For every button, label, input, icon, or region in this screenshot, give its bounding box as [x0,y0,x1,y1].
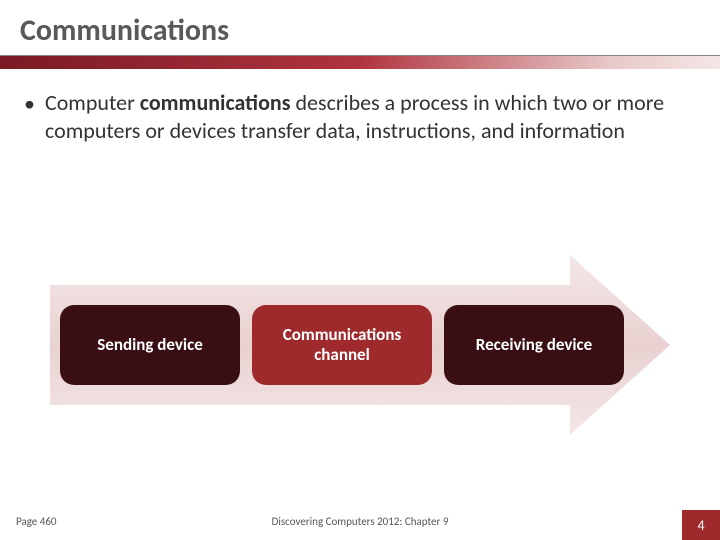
slide-number: 4 [682,510,720,540]
bullet-text: Computer communications describes a proc… [45,89,696,144]
process-diagram: Sending device Communications channel Re… [50,255,670,435]
bullet-item: • Computer communications describes a pr… [24,89,696,144]
diagram-box-receiving: Receiving device [444,305,624,385]
title-accent-bar [0,55,720,69]
diagram-box-channel: Communications channel [252,305,432,385]
diagram-box-sending: Sending device [60,305,240,385]
bullet-marker: • [24,89,35,119]
slide-footer: Page 460 Discovering Computers 2012: Cha… [0,504,720,540]
bullet-text-bold: communications [140,89,291,116]
diagram-boxes: Sending device Communications channel Re… [60,305,624,385]
bullet-text-prefix: Computer [45,89,140,116]
slide-title: Communications [0,0,720,55]
footer-center-text: Discovering Computers 2012: Chapter 9 [0,515,720,528]
content-area: • Computer communications describes a pr… [0,69,720,144]
